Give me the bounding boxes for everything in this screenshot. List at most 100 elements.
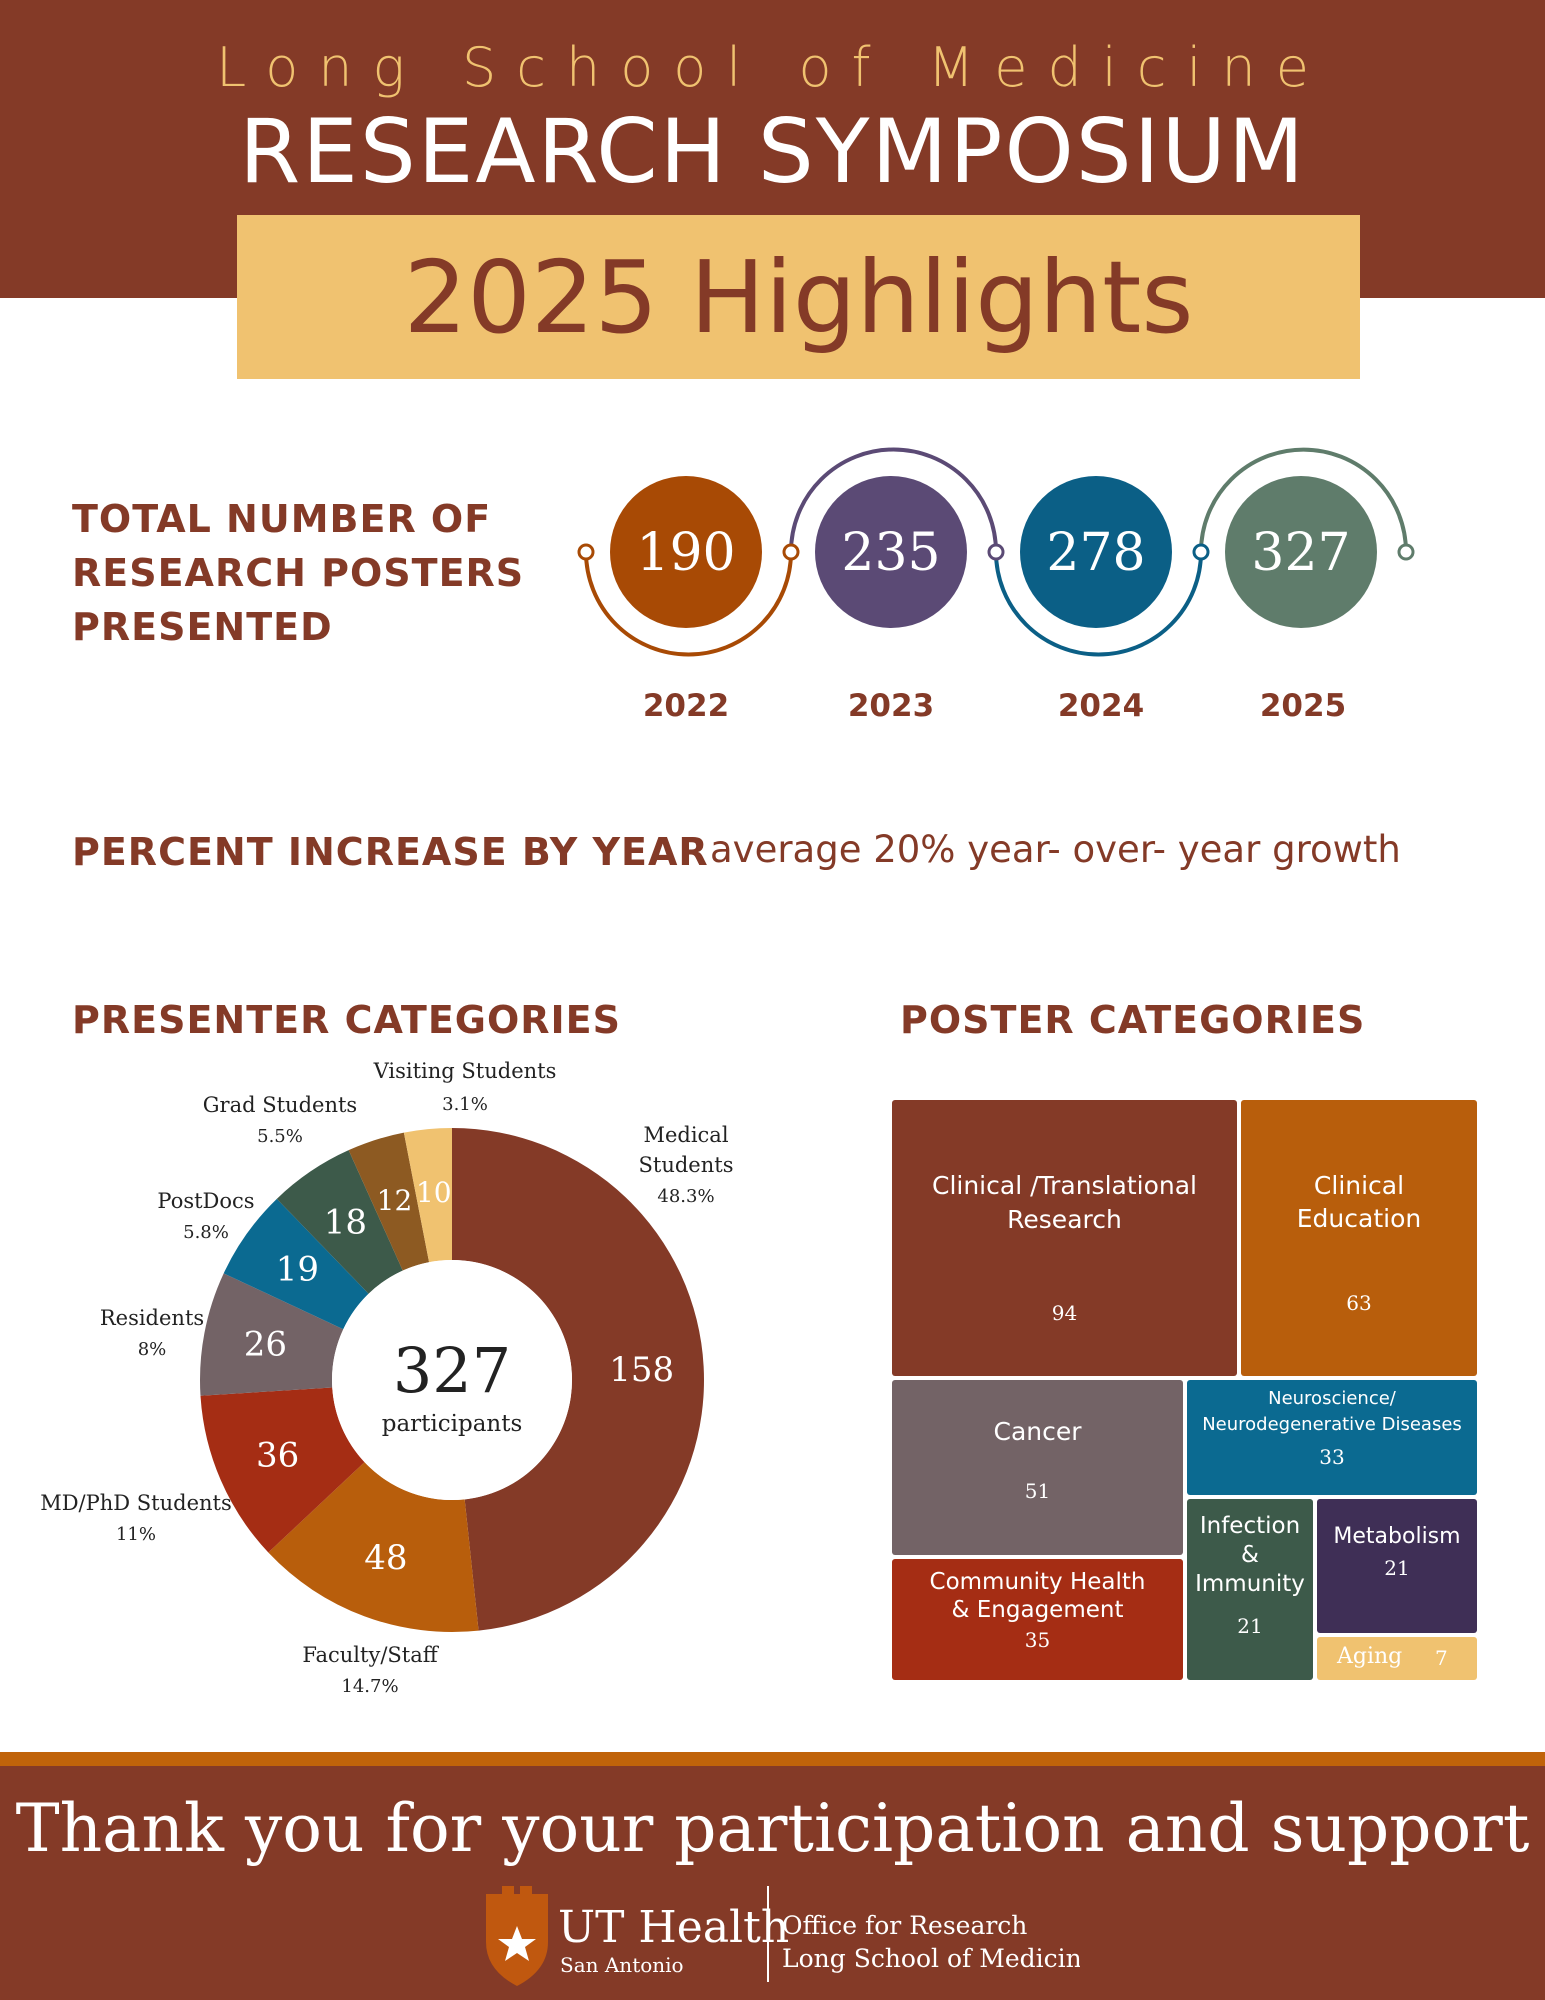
arc-2024 bbox=[994, 551, 1203, 657]
donut-slice bbox=[200, 1273, 344, 1396]
presenter-heading: PRESENTER CATEGORIES bbox=[72, 998, 622, 1042]
donut-slice-value: 26 bbox=[244, 1325, 287, 1365]
donut-slice-label: Medical bbox=[643, 1123, 728, 1147]
treemap-cell-value: 7 bbox=[1435, 1646, 1448, 1670]
treemap-cell bbox=[1187, 1380, 1477, 1495]
treemap-cell-label: Research bbox=[1007, 1205, 1122, 1234]
donut-slice-percent: 11% bbox=[116, 1524, 156, 1545]
node-dot bbox=[782, 543, 800, 561]
arc-2025 bbox=[1199, 447, 1408, 553]
org-city: San Antonio bbox=[560, 1953, 684, 1977]
posters-heading-line-1: TOTAL NUMBER OF bbox=[72, 497, 492, 541]
poster-heading: POSTER CATEGORIES bbox=[900, 998, 1366, 1042]
count-2022: 190 bbox=[636, 523, 735, 583]
treemap-cell-label: Cancer bbox=[993, 1417, 1082, 1446]
donut-center-label: participants bbox=[382, 1411, 523, 1437]
treemap-cell-label: Clinical /Translational bbox=[932, 1171, 1197, 1200]
donut-slice-value: 158 bbox=[609, 1350, 674, 1390]
count-2024: 278 bbox=[1046, 523, 1145, 583]
donut-slice-label: Residents bbox=[100, 1306, 204, 1330]
treemap-cell-value: 63 bbox=[1346, 1291, 1371, 1315]
treemap-cell-label: & Engagement bbox=[952, 1597, 1124, 1623]
donut-slice-value: 12 bbox=[377, 1184, 413, 1217]
disc-2024 bbox=[1020, 476, 1172, 628]
donut-slice-value: 18 bbox=[324, 1203, 367, 1243]
year-2022: 2022 bbox=[643, 688, 729, 724]
office-line-1: Office for Research bbox=[782, 1911, 1027, 1940]
donut-slice-value: 48 bbox=[364, 1538, 407, 1578]
treemap-cell bbox=[892, 1380, 1183, 1555]
treemap-cell-value: 35 bbox=[1025, 1628, 1050, 1652]
treemap-cell bbox=[1187, 1499, 1313, 1680]
treemap-cell-value: 51 bbox=[1025, 1479, 1050, 1503]
growth-heading: PERCENT INCREASE BY YEAR bbox=[72, 830, 709, 874]
posters-heading-line-3: PRESENTED bbox=[72, 605, 333, 649]
count-2023: 235 bbox=[841, 523, 940, 583]
symposium-title: RESEARCH SYMPOSIUM bbox=[239, 100, 1306, 203]
treemap-cell bbox=[892, 1100, 1237, 1376]
thanks-message: Thank you for your participation and sup… bbox=[15, 1790, 1530, 1867]
donut-slice-value: 36 bbox=[256, 1435, 299, 1475]
treemap-cell-label: Metabolism bbox=[1333, 1524, 1460, 1549]
disc-2023 bbox=[815, 476, 967, 628]
donut-slice-label: Faculty/Staff bbox=[302, 1643, 439, 1667]
star-icon bbox=[498, 1926, 536, 1961]
treemap-cell-label: Neurodegenerative Diseases bbox=[1202, 1414, 1462, 1435]
donut-slice bbox=[452, 1128, 705, 1631]
year-2025: 2025 bbox=[1260, 688, 1346, 724]
donut-slice-percent: 3.1% bbox=[442, 1094, 488, 1115]
donut-slice-percent: 5.8% bbox=[183, 1222, 229, 1243]
donut-slice bbox=[348, 1132, 430, 1271]
disc-2022 bbox=[610, 476, 762, 628]
donut-slice-percent: 48.3% bbox=[657, 1186, 714, 1207]
donut-slice bbox=[268, 1462, 479, 1632]
treemap-cell-value: 94 bbox=[1052, 1301, 1077, 1325]
donut-hole bbox=[332, 1260, 572, 1500]
treemap-cell-value: 33 bbox=[1319, 1445, 1344, 1469]
donut-slice-percent: 14.7% bbox=[341, 1676, 398, 1697]
treemap-cell-label: Immunity bbox=[1195, 1571, 1305, 1597]
treemap-cell-label: & bbox=[1241, 1542, 1259, 1568]
posters-heading: TOTAL NUMBER OF RESEARCH POSTERS PRESENT… bbox=[72, 492, 524, 654]
donut-slice-label: Students bbox=[639, 1153, 734, 1177]
posters-timeline: 190 235 278 327 2022 2023 2024 2025 bbox=[577, 447, 1415, 724]
node-dot bbox=[577, 543, 595, 561]
footer-stripe bbox=[0, 1752, 1545, 1766]
growth-text: average 20% year- over- year growth bbox=[710, 828, 1401, 871]
donut-slice-label: PostDocs bbox=[157, 1189, 254, 1213]
treemap-cell-label: Community Health bbox=[930, 1569, 1146, 1595]
donut-slice-percent: 5.5% bbox=[257, 1126, 303, 1147]
treemap-cell-label: Clinical bbox=[1314, 1171, 1404, 1200]
count-2025: 327 bbox=[1251, 523, 1350, 583]
treemap-cell-value: 21 bbox=[1384, 1556, 1409, 1580]
year-2024: 2024 bbox=[1058, 688, 1144, 724]
highlights-title: 2025 Highlights bbox=[403, 238, 1194, 356]
ut-health-logo: UT Health San Antonio Office for Researc… bbox=[486, 1886, 1080, 1986]
donut-slice bbox=[200, 1387, 365, 1553]
node-dot bbox=[1192, 543, 1210, 561]
donut-slice-label: MD/PhD Students bbox=[40, 1491, 232, 1515]
node-dot bbox=[1397, 543, 1415, 561]
treemap-cell-label: Aging bbox=[1336, 1644, 1402, 1669]
treemap-cell bbox=[892, 1559, 1183, 1680]
treemap-cell-value: 21 bbox=[1237, 1614, 1262, 1638]
treemap-cell-label: Education bbox=[1297, 1204, 1421, 1233]
disc-2025 bbox=[1225, 476, 1377, 628]
footer-band bbox=[0, 1766, 1545, 2000]
donut-slice-value: 19 bbox=[276, 1250, 319, 1290]
treemap-cell bbox=[1317, 1499, 1477, 1633]
donut-slice bbox=[223, 1198, 369, 1330]
arc-2022 bbox=[584, 551, 793, 657]
donut-slice-value: 10 bbox=[416, 1176, 452, 1209]
poster-treemap-chart: Clinical /Translational Research 94 Clinica… bbox=[892, 1100, 1477, 1680]
school-name: Long School of Medicine bbox=[216, 36, 1329, 99]
org-name: UT Health bbox=[558, 1902, 789, 1953]
node-dot bbox=[987, 543, 1005, 561]
donut-slice-percent: 8% bbox=[138, 1339, 167, 1360]
treemap-cell-label: Neuroscience/ bbox=[1268, 1388, 1397, 1409]
year-2023: 2023 bbox=[848, 688, 934, 724]
donut-center-value: 327 bbox=[393, 1334, 511, 1407]
treemap-cell-label: Infection bbox=[1200, 1513, 1300, 1539]
donut-slice bbox=[403, 1128, 452, 1263]
